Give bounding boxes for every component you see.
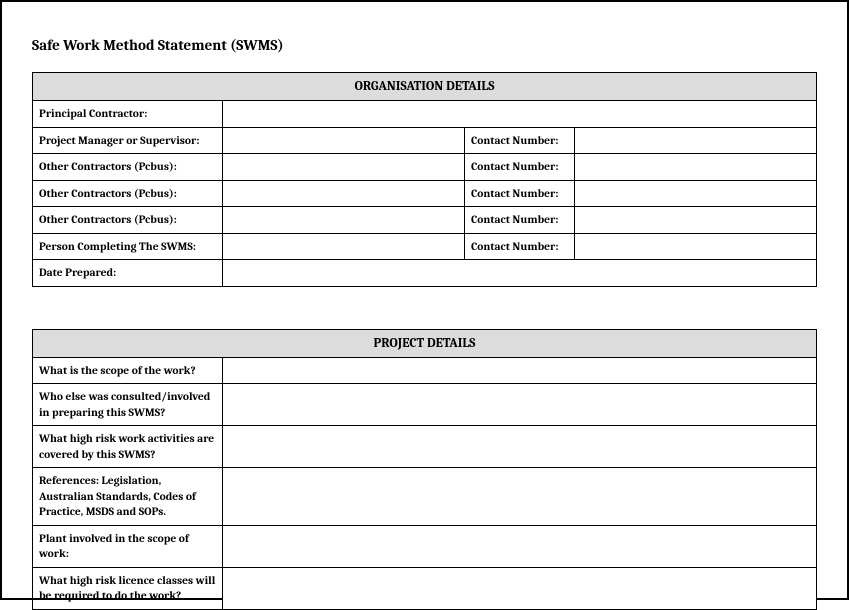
org-oc2-value[interactable] xyxy=(223,180,465,207)
project-section-header: PROJECT DETAILS xyxy=(33,329,817,357)
table-row: Project Manager or Supervisor: Contact N… xyxy=(33,127,817,154)
project-consulted-label: Who else was consulted/involved in prepa… xyxy=(33,384,223,426)
table-row: Plant involved in the scope of work: xyxy=(33,525,817,567)
org-principal-label: Principal Contractor: xyxy=(33,101,223,128)
project-highrisk-value[interactable] xyxy=(223,426,817,468)
project-scope-label: What is the scope of the work? xyxy=(33,357,223,384)
org-pm-contact-label: Contact Number: xyxy=(465,127,575,154)
org-oc3-contact-label: Contact Number: xyxy=(465,207,575,234)
org-oc3-contact-value[interactable] xyxy=(575,207,817,234)
org-oc1-value[interactable] xyxy=(223,154,465,181)
table-row: Principal Contractor: xyxy=(33,101,817,128)
org-pm-value[interactable] xyxy=(223,127,465,154)
org-oc3-label: Other Contractors (Pcbus): xyxy=(33,207,223,234)
org-oc1-contact-label: Contact Number: xyxy=(465,154,575,181)
org-date-label: Date Prepared: xyxy=(33,260,223,287)
project-highrisk-label: What high risk work activities are cover… xyxy=(33,426,223,468)
project-details-table: PROJECT DETAILS What is the scope of the… xyxy=(32,329,817,610)
table-row: Other Contractors (Pcbus): Contact Numbe… xyxy=(33,180,817,207)
table-row: Who else was consulted/involved in prepa… xyxy=(33,384,817,426)
table-row: What is the scope of the work? xyxy=(33,357,817,384)
table-row: Date Prepared: xyxy=(33,260,817,287)
project-references-value[interactable] xyxy=(223,468,817,526)
table-row: Person Completing The SWMS: Contact Numb… xyxy=(33,233,817,260)
org-completer-contact-label: Contact Number: xyxy=(465,233,575,260)
page-title: Safe Work Method Statement (SWMS) xyxy=(32,36,817,54)
org-oc2-contact-value[interactable] xyxy=(575,180,817,207)
org-date-value[interactable] xyxy=(223,260,817,287)
org-completer-contact-value[interactable] xyxy=(575,233,817,260)
project-scope-value[interactable] xyxy=(223,357,817,384)
table-row: What high risk licence classes will be r… xyxy=(33,567,817,609)
document-page: Safe Work Method Statement (SWMS) ORGANI… xyxy=(0,0,849,600)
project-references-label: References: Legislation, Australian Stan… xyxy=(33,468,223,526)
org-section-header: ORGANISATION DETAILS xyxy=(33,73,817,101)
table-row: Other Contractors (Pcbus): Contact Numbe… xyxy=(33,154,817,181)
project-plant-label: Plant involved in the scope of work: xyxy=(33,525,223,567)
project-licence-label: What high risk licence classes will be r… xyxy=(33,567,223,609)
org-pm-contact-value[interactable] xyxy=(575,127,817,154)
org-completer-value[interactable] xyxy=(223,233,465,260)
table-row: What high risk work activities are cover… xyxy=(33,426,817,468)
project-licence-value[interactable] xyxy=(223,567,817,609)
org-oc1-label: Other Contractors (Pcbus): xyxy=(33,154,223,181)
org-principal-value[interactable] xyxy=(223,101,817,128)
organisation-details-table: ORGANISATION DETAILS Principal Contracto… xyxy=(32,72,817,287)
org-oc1-contact-value[interactable] xyxy=(575,154,817,181)
table-row: References: Legislation, Australian Stan… xyxy=(33,468,817,526)
org-oc2-label: Other Contractors (Pcbus): xyxy=(33,180,223,207)
project-consulted-value[interactable] xyxy=(223,384,817,426)
table-row: Other Contractors (Pcbus): Contact Numbe… xyxy=(33,207,817,234)
org-oc2-contact-label: Contact Number: xyxy=(465,180,575,207)
org-oc3-value[interactable] xyxy=(223,207,465,234)
project-plant-value[interactable] xyxy=(223,525,817,567)
org-completer-label: Person Completing The SWMS: xyxy=(33,233,223,260)
org-pm-label: Project Manager or Supervisor: xyxy=(33,127,223,154)
